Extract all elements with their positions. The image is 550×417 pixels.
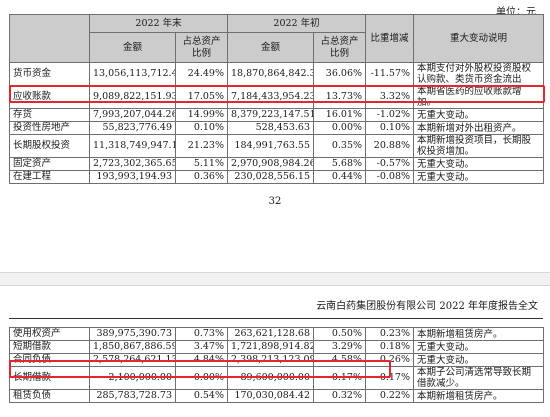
start-ratio-cell: 0.32% (313, 389, 366, 403)
description-cell: 无重大变动。 (413, 157, 545, 171)
table-row: 长期股权投资 11,318,749,947.10 21.23% 184,991,763… (9, 134, 545, 158)
period-end-header: 2022 年末 (88, 14, 229, 33)
table-row: 租赁负债 285,783,728.73 0.54% 170,030,084.42 0.3… (9, 389, 544, 403)
page-number: 32 (268, 196, 282, 207)
end-ratio-cell: 0.10% (174, 121, 229, 135)
highlight-box-receivables (9, 85, 545, 103)
end-ratio-header: 占总资产比例 (174, 32, 229, 63)
row-item-label: 投资性房地产 (9, 121, 90, 135)
row-item-label: 租赁负债 (9, 389, 90, 403)
end-amount-cell: 55,823,776.49 (89, 121, 176, 135)
row-item-label: 货币资金 (9, 62, 90, 86)
description-cell: 本期支付对外股权投资股权认购款、类货币资金流出 (413, 62, 545, 86)
end-amount-cell: 13,056,113,712.47 (89, 62, 176, 86)
end-ratio-cell: 5.11% (174, 157, 229, 171)
end-amount-cell: 193,993,194.93 (89, 170, 176, 184)
period-start-header: 2022 年初 (227, 14, 367, 33)
highlight-box-contract-liabilities (9, 360, 391, 378)
start-ratio-cell: 0.35% (313, 134, 367, 158)
description-cell: 本期子公司清选常导致长期借款减少。 (413, 366, 544, 390)
start-amount-cell: 184,991,763.55 (227, 134, 315, 158)
change-cell: 20.88% (365, 134, 415, 158)
description-cell: 本期省医药的应收账款增加。 (413, 85, 545, 109)
start-amount-cell: 8,379,223,147.51 (227, 108, 315, 122)
description-cell: 无重大变动。 (413, 353, 544, 367)
description-cell: 本期新增投资项目，长期股权投资增加。 (413, 134, 545, 158)
change-cell: 0.10% (365, 121, 415, 135)
start-amount-cell: 263,621,128.68 (227, 327, 314, 341)
start-ratio-cell: 16.01% (313, 108, 367, 122)
description-cell: 本期新增租赁房产。 (413, 389, 544, 403)
end-amount-cell: 285,783,728.73 (89, 389, 176, 403)
row-item-label: 短期借款 (9, 340, 90, 354)
end-ratio-cell: 21.23% (174, 134, 229, 158)
start-ratio-cell: 36.06% (313, 62, 367, 86)
change-cell: -11.57% (365, 62, 415, 86)
description-cell: 无重大变动。 (413, 170, 545, 184)
row-item-label: 在建工程 (9, 170, 90, 184)
change-cell: 0.22% (365, 389, 414, 403)
start-ratio-cell: 0.00% (313, 121, 367, 135)
header-rule (9, 318, 543, 319)
change-cell: -0.08% (365, 170, 415, 184)
table-row: 应收账款 9,089,822,151.93 17.05% 7,184,433,954.… (9, 85, 545, 109)
start-amount-cell: 1,721,898,914.82 (227, 340, 314, 354)
end-amount-cell: 389,975,390.73 (89, 327, 176, 341)
start-amount-cell: 18,870,864,842.32 (227, 62, 315, 86)
unit-label: 单位：元 (496, 7, 536, 18)
blank-header (9, 14, 90, 63)
change-cell: 0.18% (365, 340, 414, 354)
start-ratio-cell: 3.29% (313, 340, 366, 354)
start-amount-cell: 230,028,556.15 (227, 170, 315, 184)
start-ratio-cell: 0.44% (313, 170, 367, 184)
change-cell: -0.57% (365, 157, 415, 171)
balance-table-top: 2022 年末 2022 年初 比重增减 重大变动说明 金额 占总资产比例 金额… (9, 14, 545, 184)
start-amount-cell: 528,453.63 (227, 121, 315, 135)
end-ratio-cell: 0.54% (175, 389, 228, 403)
row-item-label: 存货 (9, 108, 90, 122)
table-row: 存货 7,993,207,044.26 14.99% 8,379,223,147.51… (9, 108, 545, 122)
start-ratio-header: 占总资产比例 (313, 32, 367, 63)
start-amount-cell: 2,970,908,984.26 (227, 157, 315, 171)
end-ratio-cell: 0.36% (174, 170, 229, 184)
description-cell: 本期新增租赁房产。 (413, 327, 544, 341)
change-cell: 0.23% (365, 327, 414, 341)
table-row: 在建工程 193,993,194.93 0.36% 230,028,556.15 0.4… (9, 170, 545, 184)
table-row: 固定资产 2,723,302,365.65 5.11% 2,970,908,984.2… (9, 157, 545, 171)
end-ratio-cell: 3.47% (175, 340, 228, 354)
description-cell: 无重大变动。 (413, 108, 545, 122)
row-item-label: 固定资产 (9, 157, 90, 171)
table-row: 货币资金 13,056,113,712.47 24.49% 18,870,864,84… (9, 62, 545, 86)
row-item-label: 长期股权投资 (9, 134, 90, 158)
end-ratio-cell: 24.49% (174, 62, 229, 86)
start-ratio-cell: 13.73% (313, 85, 367, 109)
end-amount-cell: 2,723,302,365.65 (89, 157, 176, 171)
end-ratio-cell: 14.99% (174, 108, 229, 122)
description-cell: 本期新增对外出租资产。 (413, 121, 545, 135)
end-amount-cell: 11,318,749,947.10 (89, 134, 176, 158)
change-cell: 3.32% (365, 85, 415, 109)
start-amount-header: 金额 (227, 32, 315, 63)
change-cell: -1.02% (365, 108, 415, 122)
end-ratio-cell: 0.73% (175, 327, 228, 341)
page-gap (0, 272, 550, 286)
end-amount-cell: 1,850,867,886.59 (89, 340, 176, 354)
description-cell: 无重大变动。 (413, 340, 544, 354)
start-ratio-cell: 0.50% (313, 327, 366, 341)
table-row: 使用权资产 389,975,390.73 0.73% 263,621,128.68 0.… (9, 327, 544, 341)
description-header: 重大变动说明 (413, 14, 545, 63)
row-item-label: 使用权资产 (9, 327, 90, 341)
start-amount-cell: 170,030,084.42 (227, 389, 314, 403)
report-header-title: 云南白药集团股份有限公司 2022 年年度报告全文 (316, 301, 538, 312)
end-amount-cell: 7,993,207,044.26 (89, 108, 176, 122)
end-amount-header: 金额 (89, 32, 176, 63)
table-row: 投资性房地产 55,823,776.49 0.10% 528,453.63 0.00% 0… (9, 121, 545, 135)
change-header: 比重增减 (365, 14, 415, 63)
table-row: 短期借款 1,850,867,886.59 3.47% 1,721,898,914.8… (9, 340, 544, 354)
start-ratio-cell: 5.68% (313, 157, 367, 171)
